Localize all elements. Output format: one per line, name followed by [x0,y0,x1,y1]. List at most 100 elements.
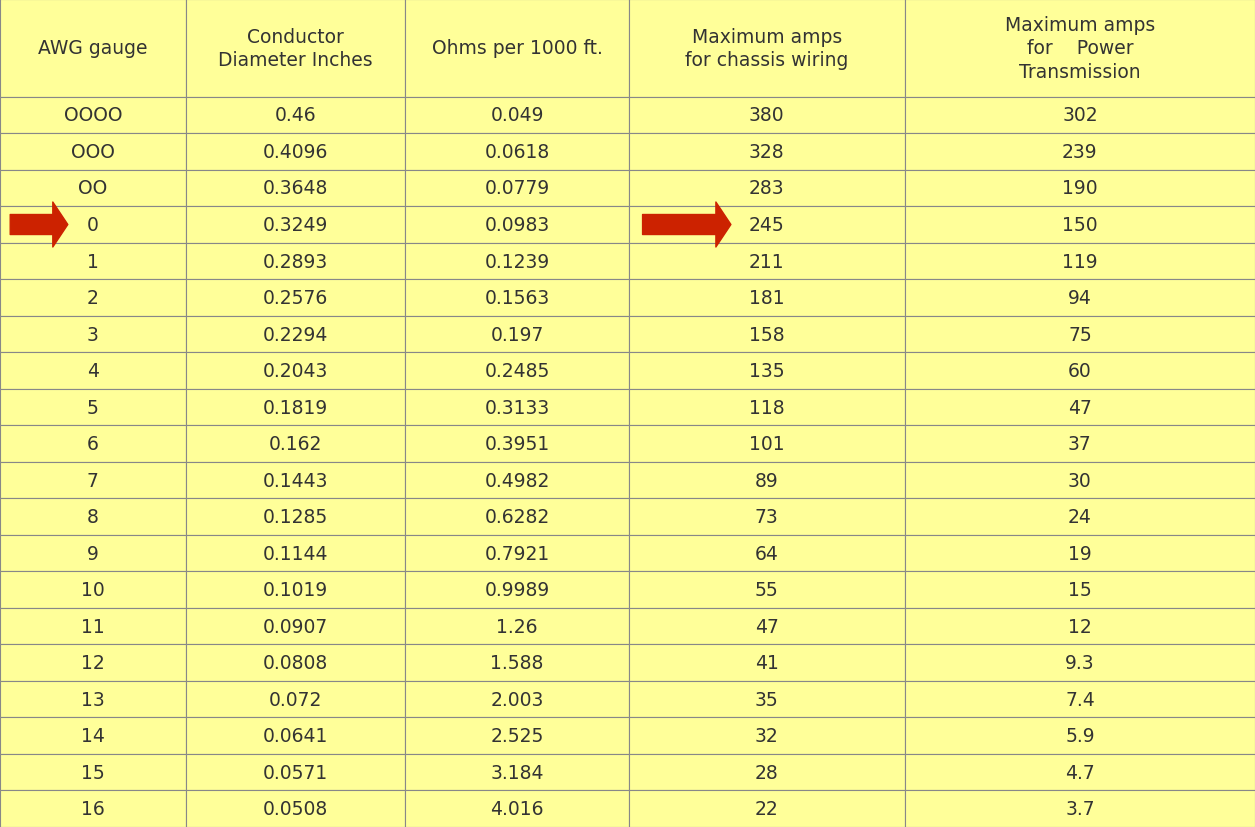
Text: 239: 239 [1062,143,1098,162]
Text: 0.4982: 0.4982 [484,471,550,490]
Bar [905,535,1255,571]
Text: 7: 7 [87,471,99,490]
Bar [186,98,405,134]
Text: 380: 380 [749,107,784,126]
Text: 0.0808: 0.0808 [264,653,328,672]
Bar [629,608,905,645]
Bar [905,317,1255,353]
Bar [405,571,629,608]
Bar [405,390,629,426]
Bar [186,134,405,170]
Text: 181: 181 [749,289,784,308]
Bar [0,207,186,243]
Text: Conductor
Diameter Inches: Conductor Diameter Inches [218,27,373,70]
Text: 15: 15 [1068,581,1092,600]
Bar [405,134,629,170]
Bar [405,0,629,98]
Bar [405,207,629,243]
Text: 6: 6 [87,434,99,453]
Text: 0.1019: 0.1019 [264,581,328,600]
Text: 7.4: 7.4 [1065,690,1094,709]
Text: 0.0618: 0.0618 [484,143,550,162]
Text: OOOO: OOOO [64,107,122,126]
Bar [905,134,1255,170]
Bar [405,718,629,754]
Text: 16: 16 [82,799,104,818]
Bar [405,280,629,317]
Text: 0.6282: 0.6282 [484,508,550,527]
Text: 1.588: 1.588 [491,653,543,672]
Bar [0,134,186,170]
Text: 9: 9 [87,544,99,563]
Bar [629,353,905,390]
Text: 0.46: 0.46 [275,107,316,126]
Text: 211: 211 [749,252,784,271]
Text: 4.016: 4.016 [491,799,543,818]
Bar [905,645,1255,681]
Text: 118: 118 [749,398,784,417]
Text: 119: 119 [1062,252,1098,271]
Text: 37: 37 [1068,434,1092,453]
Text: OO: OO [78,179,108,198]
Bar [405,791,629,827]
Bar [405,426,629,462]
Bar [0,608,186,645]
Bar [186,681,405,718]
Bar [629,499,905,535]
Text: 4.7: 4.7 [1065,762,1094,782]
Bar [629,390,905,426]
Bar [905,243,1255,280]
Text: 0.0571: 0.0571 [264,762,328,782]
Bar [0,390,186,426]
Text: 24: 24 [1068,508,1092,527]
Text: 0.1144: 0.1144 [262,544,329,563]
Text: 0.1819: 0.1819 [264,398,328,417]
Bar [629,207,905,243]
Text: 30: 30 [1068,471,1092,490]
Text: 0.7921: 0.7921 [484,544,550,563]
Bar [629,243,905,280]
Bar [186,754,405,791]
Text: 11: 11 [82,617,104,636]
Bar [905,791,1255,827]
Text: 0.2576: 0.2576 [264,289,328,308]
Bar [0,170,186,207]
Text: 0.0641: 0.0641 [262,726,329,745]
Bar [186,353,405,390]
Bar [0,426,186,462]
Bar [0,791,186,827]
Bar [405,462,629,499]
Text: 13: 13 [82,690,104,709]
Text: 0: 0 [87,216,99,235]
Bar [629,791,905,827]
Bar [405,645,629,681]
Bar [905,681,1255,718]
Bar [629,535,905,571]
Bar [905,608,1255,645]
Bar [629,681,905,718]
Text: 32: 32 [756,726,778,745]
Bar [186,426,405,462]
Text: 28: 28 [756,762,778,782]
Text: 5: 5 [87,398,99,417]
Bar [186,535,405,571]
Bar [0,280,186,317]
Text: 0.1563: 0.1563 [484,289,550,308]
Bar [905,571,1255,608]
Text: 328: 328 [749,143,784,162]
Bar [0,499,186,535]
Text: 10: 10 [82,581,104,600]
Text: 2.003: 2.003 [491,690,543,709]
Bar [186,791,405,827]
Text: 19: 19 [1068,544,1092,563]
Bar [186,0,405,98]
Bar [0,535,186,571]
Bar [905,390,1255,426]
Bar [629,718,905,754]
Bar [0,353,186,390]
Text: 47: 47 [754,617,779,636]
Bar [629,98,905,134]
Bar [0,754,186,791]
Bar [905,0,1255,98]
Bar [629,754,905,791]
